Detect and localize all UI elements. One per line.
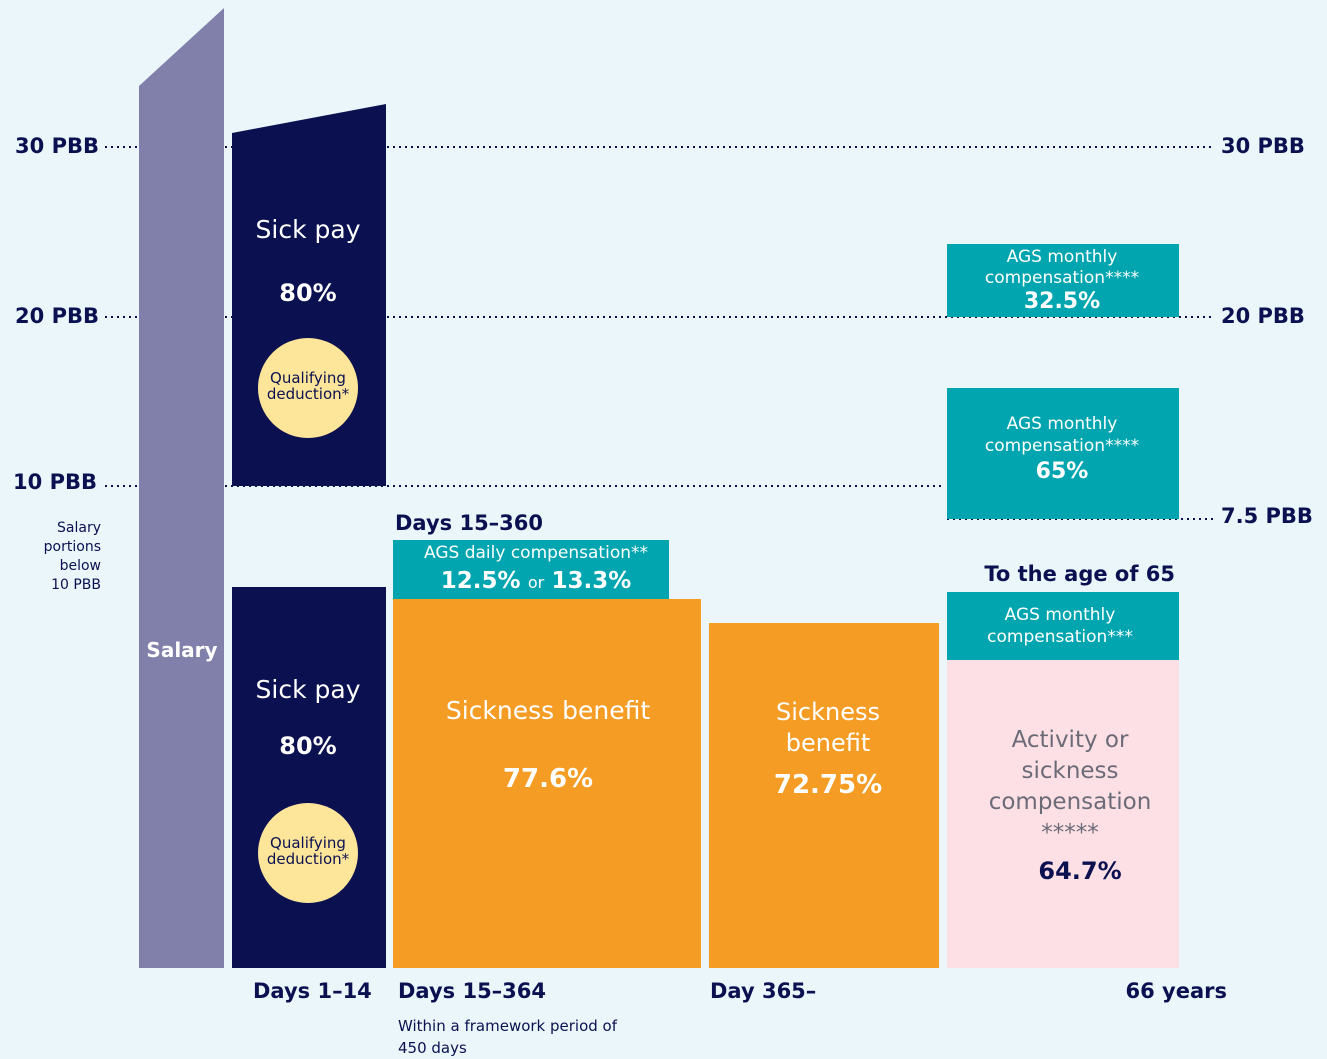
text-line: Sickness	[776, 698, 880, 726]
rates: 12.5% or 13.3%	[441, 570, 632, 593]
text-line: Qualifying	[270, 369, 346, 387]
rate: 77.6%	[502, 764, 594, 794]
heading: Days 15–360	[395, 511, 544, 535]
period: Days 15–364	[398, 979, 547, 1003]
text-line: Within a framework period of	[398, 1017, 618, 1035]
text-line: deduction*	[266, 850, 350, 868]
text-line: Qualifying	[270, 834, 346, 852]
ags-monthly-box	[947, 592, 1179, 660]
deduction: Qualifying deduction*	[267, 835, 349, 867]
text-line: *****	[1041, 820, 1099, 846]
rate: 12.5%	[440, 568, 521, 594]
rate: 80%	[279, 732, 337, 760]
deduction-circle	[258, 338, 358, 438]
note: Salary portions below 10 PBB	[44, 519, 101, 595]
text-line: 450 days	[398, 1039, 467, 1057]
level-label: 20 PBB	[15, 304, 99, 328]
title: Sickness benefit	[776, 697, 880, 759]
ags-daily-box	[393, 540, 669, 599]
or: or	[527, 573, 545, 592]
rate: 13.3%	[551, 568, 632, 594]
sickness-benefit-box	[709, 623, 939, 968]
level-label: 30 PBB	[15, 134, 99, 158]
rate: 32.5%	[1023, 289, 1101, 314]
salary-bar	[139, 8, 224, 968]
text-line: AGS monthly	[1006, 247, 1118, 267]
text-line: deduction*	[266, 385, 350, 403]
text-line: compensation****	[984, 268, 1140, 288]
text-line: benefit	[785, 729, 871, 757]
level-label: 10 PBB	[13, 470, 97, 494]
title: AGS monthly compensation***	[987, 604, 1133, 648]
title: AGS monthly compensation****	[985, 413, 1139, 457]
deduction: Qualifying deduction*	[267, 370, 349, 402]
text-line: AGS monthly	[1004, 605, 1116, 625]
title: AGS monthly compensation****	[985, 247, 1139, 289]
sickness-benefit-box	[393, 599, 701, 968]
heading: To the age of 65	[984, 562, 1175, 586]
text-line: Salary	[57, 520, 101, 536]
level-label: 30 PBB	[1221, 134, 1305, 158]
text-line: sickness	[1021, 758, 1119, 784]
activity-box	[947, 660, 1179, 968]
text-line: compensation****	[984, 436, 1140, 456]
title: Sickness benefit	[445, 696, 651, 725]
period-note: Within a framework period of 450 days	[398, 1015, 617, 1059]
title: AGS daily compensation**	[424, 543, 648, 563]
salary-label: Salary	[146, 638, 218, 662]
title: Activity or sickness compensation *****	[989, 725, 1152, 849]
rate: 80%	[279, 279, 337, 307]
rate: 64.7%	[1038, 857, 1122, 885]
period: 66 years	[1125, 979, 1228, 1003]
text-line: portions	[43, 539, 101, 555]
text-line: compensation	[988, 789, 1152, 815]
text-line: compensation***	[987, 627, 1133, 647]
text-line: Activity or	[1011, 727, 1129, 753]
level-label: 20 PBB	[1221, 304, 1305, 328]
rate: 65%	[1035, 459, 1089, 484]
deduction-circle	[258, 803, 358, 903]
text-line: below	[59, 558, 101, 574]
period: Day 365–	[710, 979, 817, 1003]
rate: 72.75%	[773, 770, 883, 800]
sick-pay-lower	[232, 587, 386, 968]
title: Sick pay	[255, 215, 361, 244]
level-label: 7.5 PBB	[1221, 504, 1313, 528]
text-line: 10 PBB	[51, 577, 101, 593]
period: Days 1–14	[253, 979, 372, 1003]
text-line: AGS monthly	[1006, 414, 1118, 434]
title: Sick pay	[255, 675, 361, 704]
ags-monthly-box	[947, 244, 1179, 317]
ags-monthly-box	[947, 388, 1179, 519]
